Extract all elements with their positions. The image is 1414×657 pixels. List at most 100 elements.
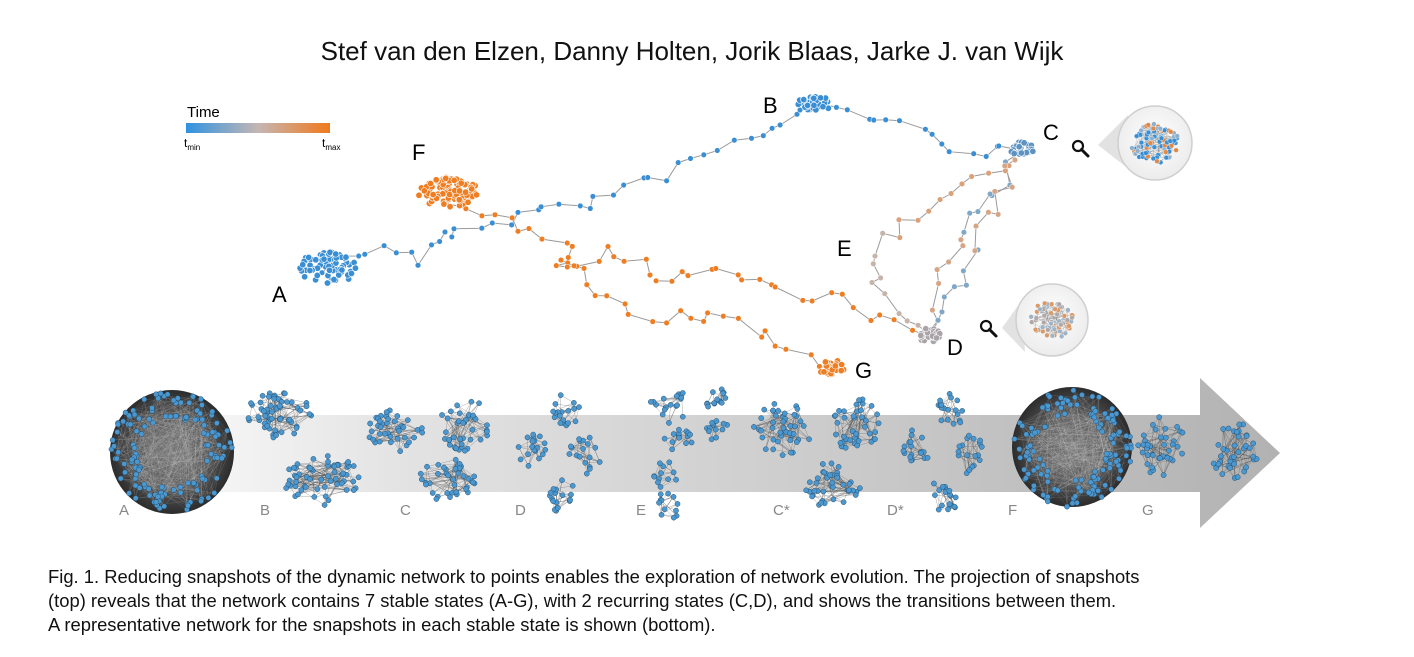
snapshot-point: [1015, 143, 1023, 151]
snapshot-point: [555, 201, 562, 208]
snapshot-point: [446, 191, 454, 199]
snapshot-point: [915, 322, 922, 329]
snapshot-point: [592, 292, 599, 299]
snapshot-point: [929, 131, 936, 138]
snapshot-point: [712, 265, 719, 272]
zoom-callout-d: [979, 283, 1089, 357]
projection-nodes: [296, 93, 1037, 378]
snapshot-point: [1011, 156, 1019, 164]
snapshot-point: [799, 297, 806, 304]
snapshot-point: [882, 116, 889, 123]
magnifier-icon[interactable]: [979, 319, 998, 338]
state-label-e: E: [636, 502, 646, 519]
snapshot-point: [748, 135, 755, 142]
snapshot-point: [934, 317, 942, 324]
figure: Time tmin tmax A B C D E F G: [108, 93, 1280, 528]
snapshot-point: [622, 300, 629, 307]
caption-line-1: Fig. 1. Reducing snapshots of the dynami…: [48, 566, 1140, 587]
snapshot-point: [473, 191, 481, 199]
snapshot-point: [793, 111, 801, 118]
snapshot-point: [589, 193, 596, 200]
snapshot-point: [305, 253, 313, 261]
snapshot-point: [684, 272, 692, 279]
snapshot-point: [393, 249, 400, 256]
snapshot-point: [687, 315, 694, 322]
network-blob: [704, 418, 730, 443]
snapshot-point: [478, 212, 485, 219]
network-blob: [648, 390, 686, 426]
snapshot-point: [839, 291, 846, 298]
snapshot-point: [833, 104, 840, 111]
snapshot-point: [896, 117, 903, 124]
snapshot-point: [821, 358, 829, 366]
snapshot-point: [347, 269, 355, 277]
snapshot-point: [929, 307, 936, 314]
snapshot-point: [538, 236, 546, 243]
snapshot-point: [760, 132, 767, 139]
snapshot-point: [625, 311, 632, 318]
snapshot-point: [596, 258, 603, 265]
snapshot-point: [577, 202, 584, 209]
snapshot-point: [809, 297, 816, 305]
snapshot-point: [491, 211, 499, 218]
snapshot-point: [966, 210, 973, 217]
snapshot-point: [777, 121, 784, 129]
snapshot-point: [938, 140, 945, 148]
snapshot-point: [1029, 147, 1037, 155]
snapshot-point: [668, 278, 675, 285]
network-blob: [651, 459, 679, 490]
snapshot-point: [677, 307, 684, 314]
snapshot-point: [313, 271, 321, 279]
magnifier-icon[interactable]: [1071, 139, 1090, 158]
snapshot-point: [564, 239, 571, 247]
snapshot-point: [800, 96, 808, 104]
snapshot-point: [649, 318, 656, 325]
snapshot-point: [326, 266, 334, 274]
snapshot-point: [571, 262, 578, 269]
snapshot-point: [896, 234, 903, 241]
snapshot-point: [870, 260, 877, 267]
proj-label-e: E: [837, 236, 852, 261]
transition-path: [823, 103, 1021, 158]
state-label-c-star: C*: [773, 502, 790, 519]
caption-line-3: A representative network for the snapsho…: [48, 614, 716, 635]
snapshot-point: [361, 251, 368, 258]
transition-path: [560, 259, 831, 369]
snapshot-point: [604, 243, 612, 250]
snapshot-point: [429, 191, 437, 199]
snapshot-point: [332, 250, 340, 258]
snapshot-point: [735, 271, 742, 278]
state-labels: A B C D E C* D* F G: [119, 502, 1154, 519]
snapshot-point: [891, 316, 898, 323]
snapshot-point: [569, 243, 576, 250]
snapshot-point: [985, 170, 992, 177]
snapshot-point: [538, 203, 545, 210]
figure-caption: Fig. 1. Reducing snapshots of the dynami…: [48, 565, 1368, 637]
snapshot-point: [301, 273, 309, 281]
snapshot-point: [415, 191, 423, 199]
snapshot-point: [951, 283, 958, 290]
snapshot-point: [323, 279, 331, 287]
snapshot-point: [442, 174, 450, 182]
state-label-d-star: D*: [887, 502, 904, 519]
snapshot-point: [933, 334, 941, 342]
snapshot-point: [420, 187, 428, 195]
snapshot-point: [351, 264, 359, 272]
snapshot-point: [960, 267, 967, 274]
snapshot-point: [446, 203, 454, 211]
snapshot-point: [427, 180, 435, 188]
snapshot-point: [457, 179, 465, 187]
snapshot-point: [643, 256, 650, 263]
legend-min-label: tmin: [184, 136, 200, 152]
snapshot-point: [509, 214, 516, 221]
network-blob: [550, 392, 582, 429]
snapshot-point: [583, 281, 590, 288]
snapshot-point: [381, 242, 388, 249]
time-gradient-bar: [186, 123, 330, 133]
snapshot-point: [644, 174, 651, 181]
snapshot-point: [525, 225, 532, 232]
snapshot-point: [948, 190, 955, 197]
snapshot-point: [646, 271, 654, 279]
snapshot-point: [514, 228, 522, 235]
snapshot-point: [957, 236, 964, 243]
